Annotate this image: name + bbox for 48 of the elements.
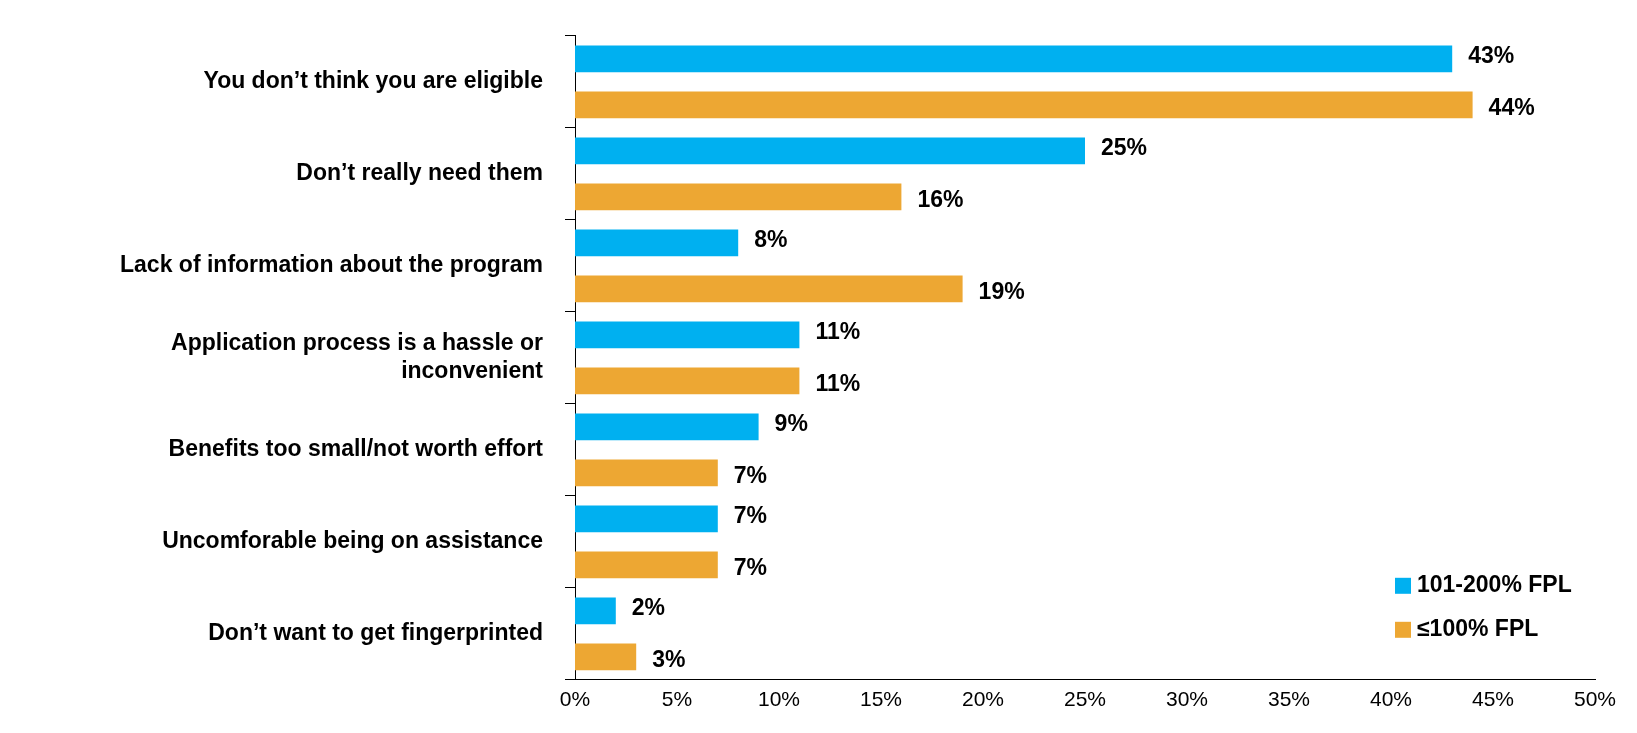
bar bbox=[575, 413, 759, 441]
y-tick-label: Benefits too small/not worth effort bbox=[168, 435, 544, 462]
data-label: 9% bbox=[774, 410, 808, 437]
x-tick-label: 15% bbox=[859, 687, 903, 711]
bar bbox=[575, 275, 963, 303]
y-tick-label: Don’t want to get fingerprinted bbox=[208, 619, 543, 646]
x-tick-label: 45% bbox=[1471, 687, 1515, 711]
legend-label: ≤100% FPL bbox=[1417, 615, 1539, 642]
y-tick-label: You don’t think you are eligible bbox=[203, 67, 543, 94]
bar bbox=[575, 229, 739, 257]
y-tick-label: Don’t really need them bbox=[296, 159, 543, 186]
data-label: 11% bbox=[815, 318, 861, 345]
data-label: 19% bbox=[978, 278, 1025, 305]
x-tick-label: 5% bbox=[661, 687, 693, 711]
x-tick-label: 30% bbox=[1165, 687, 1209, 711]
bar bbox=[575, 183, 902, 211]
data-label: 43% bbox=[1468, 42, 1515, 69]
legend-label: 101-200% FPL bbox=[1417, 571, 1572, 598]
y-tick-label: Lack of information about the program bbox=[120, 251, 543, 278]
data-label: 8% bbox=[754, 226, 788, 253]
x-tick-label: 10% bbox=[757, 687, 801, 711]
x-tick-label: 25% bbox=[1063, 687, 1107, 711]
x-tick-label: 20% bbox=[961, 687, 1005, 711]
data-label: 2% bbox=[631, 594, 666, 621]
data-label: 7% bbox=[733, 462, 768, 489]
bar bbox=[575, 459, 718, 487]
bar bbox=[575, 367, 800, 395]
bar bbox=[575, 137, 1085, 165]
x-tick-label: 50% bbox=[1573, 687, 1617, 711]
data-label: 25% bbox=[1101, 134, 1148, 161]
y-tick-label: Application process is a hassle or inconvenient bbox=[171, 329, 544, 383]
bar bbox=[575, 551, 718, 579]
data-label: 3% bbox=[652, 646, 686, 673]
data-label: 7% bbox=[733, 502, 768, 529]
x-tick-label: 0% bbox=[559, 687, 591, 711]
data-label: 11% bbox=[815, 370, 861, 397]
y-tick-label: Uncomforable being on assistance bbox=[162, 527, 543, 554]
bar bbox=[575, 45, 1453, 73]
bar bbox=[575, 643, 637, 671]
data-label: 44% bbox=[1488, 94, 1535, 121]
bar bbox=[575, 597, 616, 625]
bar bbox=[575, 321, 800, 349]
data-label: 16% bbox=[917, 186, 964, 213]
x-tick-label: 35% bbox=[1267, 687, 1311, 711]
bar bbox=[575, 505, 718, 533]
data-label: 7% bbox=[733, 554, 768, 581]
x-tick-label: 40% bbox=[1369, 687, 1413, 711]
bar bbox=[575, 91, 1473, 119]
